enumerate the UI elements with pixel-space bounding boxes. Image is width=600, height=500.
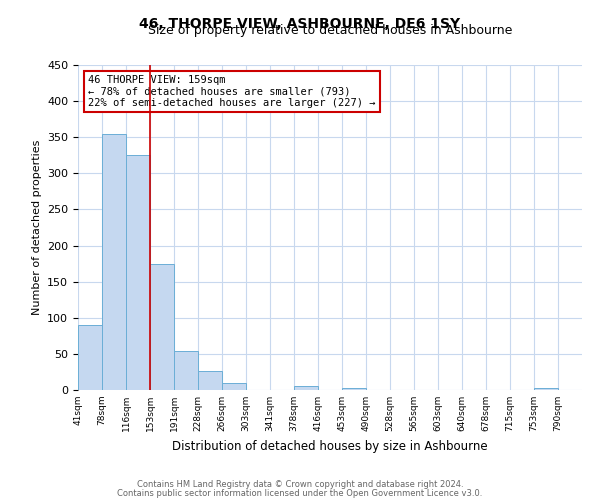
Bar [294, 386, 318, 390]
Text: 46 THORPE VIEW: 159sqm
← 78% of detached houses are smaller (793)
22% of semi-de: 46 THORPE VIEW: 159sqm ← 78% of detached… [88, 74, 376, 108]
Text: Contains HM Land Registry data © Crown copyright and database right 2024.: Contains HM Land Registry data © Crown c… [137, 480, 463, 489]
Bar [102, 134, 126, 390]
Bar [198, 371, 222, 390]
Bar [534, 388, 558, 390]
Bar [222, 383, 246, 390]
X-axis label: Distribution of detached houses by size in Ashbourne: Distribution of detached houses by size … [172, 440, 488, 452]
Title: Size of property relative to detached houses in Ashbourne: Size of property relative to detached ho… [148, 24, 512, 38]
Y-axis label: Number of detached properties: Number of detached properties [32, 140, 41, 315]
Bar [126, 156, 150, 390]
Bar [342, 388, 366, 390]
Bar [150, 264, 174, 390]
Bar [78, 325, 102, 390]
Bar [174, 351, 198, 390]
Text: 46, THORPE VIEW, ASHBOURNE, DE6 1SY: 46, THORPE VIEW, ASHBOURNE, DE6 1SY [139, 18, 461, 32]
Text: Contains public sector information licensed under the Open Government Licence v3: Contains public sector information licen… [118, 488, 482, 498]
